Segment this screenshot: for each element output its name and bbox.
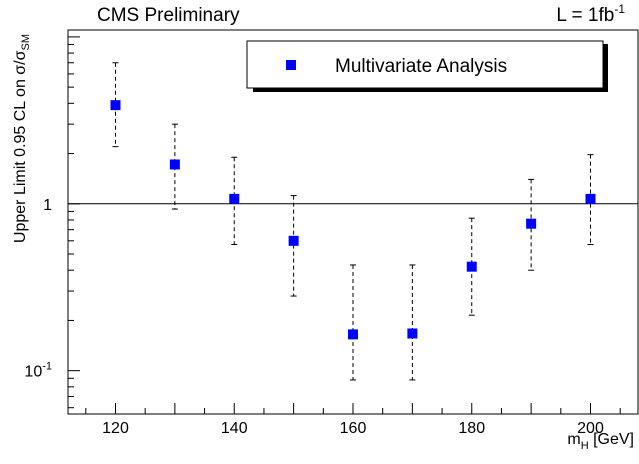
legend: Multivariate Analysis: [246, 40, 608, 92]
x-axis-label-unit: [GeV]: [589, 431, 634, 448]
data-point: [110, 100, 121, 111]
header-left: CMS Preliminary: [97, 5, 240, 26]
legend-marker: [286, 60, 296, 70]
data-point: [585, 193, 596, 204]
x-axis-label: mH [GeV]: [567, 431, 634, 452]
y-tick-label: 10-1: [24, 361, 52, 381]
x-axis-label-sub: H: [581, 440, 589, 452]
x-axis-label-text: m: [567, 431, 580, 448]
x-tick-label: 160: [340, 420, 367, 437]
data-point: [229, 193, 240, 204]
x-tick-label: 140: [221, 420, 248, 437]
x-tick-label: 180: [458, 420, 485, 437]
y-axis-label: Upper Limit 0.95 CL on σ/σSM: [12, 34, 32, 243]
data-point: [288, 235, 299, 246]
header-right: L = 1fb-1: [556, 2, 625, 26]
y-axis-ticks: 10-1 1: [24, 36, 80, 409]
data-point: [526, 218, 537, 229]
y-axis-label-text: Upper Limit 0.95 CL on σ/σ: [12, 50, 29, 243]
data-point: [169, 159, 180, 170]
x-tick-label: 200: [577, 420, 604, 437]
header-right-text: L = 1fb: [556, 5, 614, 26]
data-points: [110, 100, 596, 340]
header-right-sup: -1: [614, 2, 625, 16]
legend-box: [246, 40, 604, 89]
x-axis-ticks: 120 140 160 180 200: [85, 403, 621, 437]
data-point: [466, 261, 477, 272]
y-axis-label-sub: SM: [20, 34, 32, 51]
x-tick-label: 120: [102, 420, 129, 437]
error-bars: [112, 62, 594, 381]
y-tick-label: 1: [43, 197, 52, 214]
data-point: [348, 329, 358, 340]
legend-label: Multivariate Analysis: [335, 56, 507, 77]
data-point: [407, 328, 418, 339]
